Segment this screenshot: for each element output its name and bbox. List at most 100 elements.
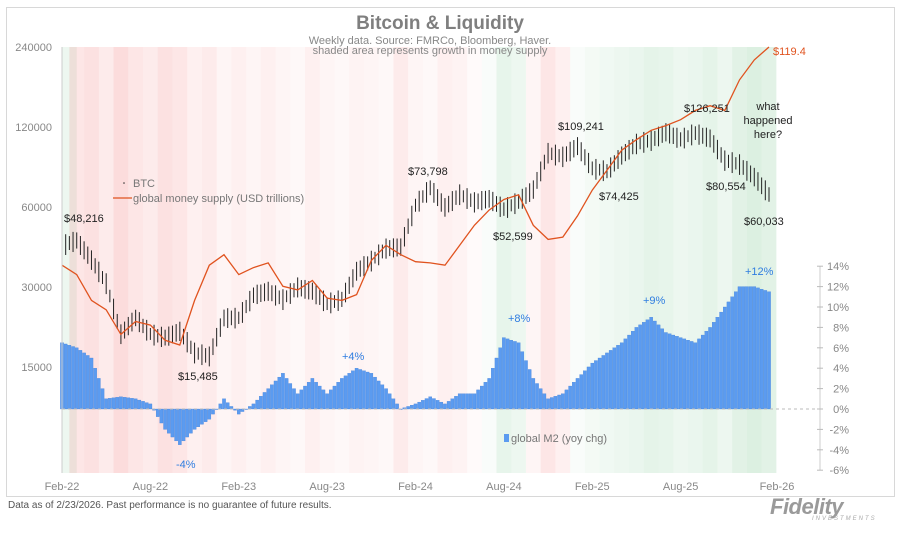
m2-bar <box>82 352 86 410</box>
m2-bar <box>480 385 484 410</box>
m2-bar <box>170 408 175 438</box>
m2-bar <box>387 393 392 410</box>
m2-bar <box>270 384 274 410</box>
m2-bar <box>306 382 311 410</box>
axes: 15000 30000 60000 120000 240000 -6% -4% -2% 0% 2%… <box>15 42 849 493</box>
shading-band <box>231 47 247 473</box>
m2-bar <box>612 347 617 410</box>
m2-bar <box>715 317 720 410</box>
m2-bar <box>167 408 171 434</box>
m2-bar <box>601 355 606 410</box>
right-tick-label: -2% <box>829 424 849 436</box>
m2-bar <box>642 322 646 410</box>
label-m2-plus9: +9% <box>643 295 666 307</box>
shading-band <box>143 47 158 473</box>
label-question-1: what <box>755 101 779 113</box>
m2-bar <box>468 393 473 410</box>
m2-bar <box>693 342 698 410</box>
shading-band <box>393 47 409 473</box>
m2-bar <box>546 398 550 410</box>
m2-bar <box>196 408 200 428</box>
m2-bar <box>318 385 322 410</box>
m2-bar <box>538 388 543 410</box>
shading-band <box>246 47 261 473</box>
m2-bar <box>712 322 716 410</box>
m2-bar <box>561 393 565 410</box>
m2-bar <box>667 333 672 410</box>
legend-btc-marker <box>123 182 125 184</box>
m2-bar <box>549 397 554 410</box>
m2-bar <box>439 401 444 410</box>
m2-bar <box>406 406 410 410</box>
x-tick-label: Feb-26 <box>760 481 795 493</box>
m2-bar <box>454 396 458 410</box>
m2-bar <box>211 408 215 415</box>
m2-bar <box>491 368 495 410</box>
m2-bar <box>314 382 318 410</box>
m2-bar <box>730 296 734 410</box>
m2-bar <box>428 396 432 410</box>
x-tick-label: Feb-25 <box>575 481 610 493</box>
m2-bar <box>137 399 142 410</box>
x-tick-label: Aug-23 <box>309 481 344 493</box>
m2-bar <box>376 380 381 410</box>
x-tick-label: Feb-22 <box>45 481 80 493</box>
label-question-3: here? <box>754 129 782 141</box>
m2-bar <box>277 376 282 410</box>
label-question-2: happened <box>744 115 793 127</box>
m2-bar <box>564 389 569 410</box>
label-btc-60033: $60,033 <box>744 216 784 228</box>
label-btc-126251: $126,251 <box>684 103 730 115</box>
shading-band <box>157 47 173 473</box>
m2-bar <box>251 403 256 410</box>
m2-bar <box>336 382 340 410</box>
m2-bar <box>656 324 661 410</box>
m2-bar <box>583 370 587 410</box>
right-tick-label: 10% <box>827 302 849 314</box>
m2-bar <box>516 342 521 410</box>
m2-bar <box>255 399 259 410</box>
m2-bar <box>745 286 749 410</box>
m2-bar <box>100 388 105 410</box>
label-btc-48216: $48,216 <box>64 213 104 225</box>
m2-bar <box>262 392 267 410</box>
m2-bar <box>97 378 101 410</box>
m2-bar <box>664 332 668 410</box>
m2-bar <box>203 408 208 422</box>
m2-bar <box>689 341 694 410</box>
m2-bar <box>281 373 285 410</box>
m2-bar <box>373 376 377 410</box>
m2-bar <box>200 408 204 425</box>
m2-bar <box>502 337 506 410</box>
m2-bar <box>631 331 635 410</box>
m2-bar <box>181 408 186 442</box>
m2-bar <box>763 290 768 410</box>
btc-candles <box>61 123 770 367</box>
m2-bar <box>163 408 167 430</box>
m2-bar <box>619 342 624 410</box>
m2-bar <box>71 346 75 410</box>
m2-bar <box>310 378 315 410</box>
m2-bar <box>723 306 727 410</box>
right-tick-label: 8% <box>833 322 849 334</box>
m2-bar <box>568 385 572 410</box>
shading-band <box>319 47 335 473</box>
m2-bar <box>461 393 466 410</box>
m2-bar <box>108 398 112 410</box>
m2-bar <box>365 371 370 410</box>
m2-bar <box>192 408 197 430</box>
m2-bar <box>424 398 429 410</box>
m2-bar <box>457 393 462 410</box>
m2-bar <box>737 286 742 410</box>
legend-money-supply: global money supply (USD trillions) <box>133 193 304 205</box>
legend-m2: global M2 (yoy chg) <box>511 433 607 445</box>
m2-bar <box>682 338 687 410</box>
m2-bar <box>675 336 679 410</box>
m2-bar <box>700 334 705 410</box>
m2-bar <box>527 369 532 410</box>
m2-bar <box>111 397 116 410</box>
shading-band <box>260 47 276 473</box>
shading-band <box>98 47 114 473</box>
m2-bar <box>421 400 425 410</box>
